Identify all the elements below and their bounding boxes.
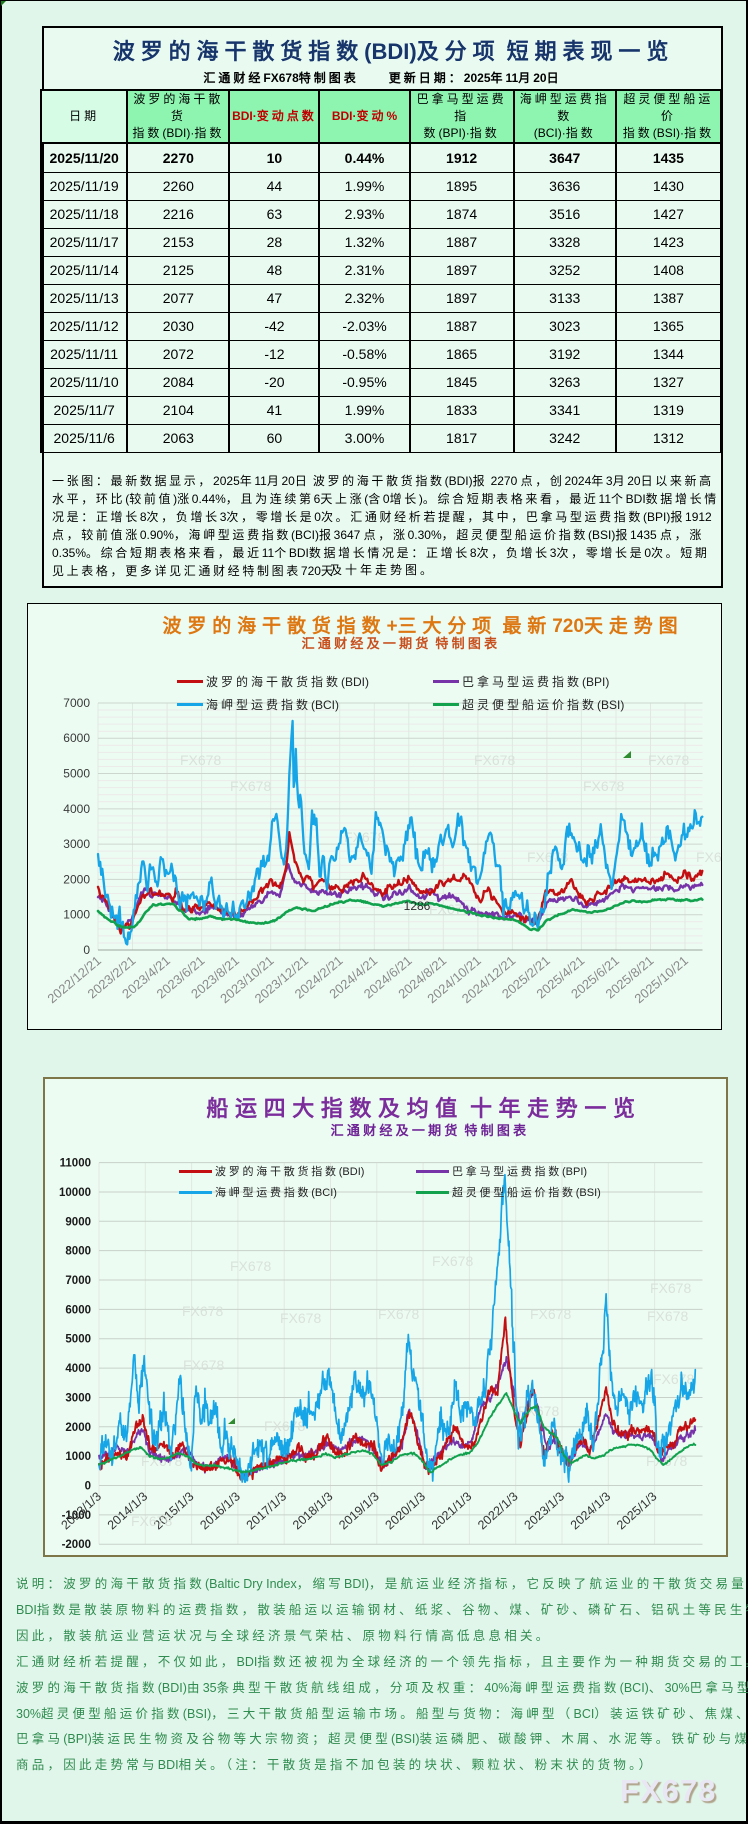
svg-text:2016/1/3: 2016/1/3 (197, 1489, 243, 1532)
svg-text:FX678: FX678 (230, 1258, 271, 1274)
svg-text:1000: 1000 (65, 1451, 91, 1463)
svg-text:FX678: FX678 (527, 849, 568, 865)
svg-text:9000: 9000 (65, 1216, 91, 1228)
svg-text:11000: 11000 (60, 1158, 91, 1170)
svg-text:0: 0 (83, 943, 90, 957)
svg-text:6000: 6000 (63, 731, 90, 745)
svg-text:2022/1/3: 2022/1/3 (475, 1489, 521, 1532)
svg-text:FX678: FX678 (432, 1253, 473, 1269)
svg-text:10000: 10000 (59, 1187, 91, 1199)
svg-text:2020/1/3: 2020/1/3 (383, 1489, 429, 1532)
svg-text:FX678: FX678 (180, 752, 221, 768)
svg-text:FX678: FX678 (183, 1357, 224, 1373)
svg-text:3000: 3000 (65, 1392, 91, 1404)
svg-text:4000: 4000 (65, 1363, 91, 1375)
svg-text:FX678: FX678 (583, 778, 624, 794)
svg-text:2024/1/3: 2024/1/3 (568, 1489, 614, 1532)
svg-text:FX678: FX678 (530, 1306, 571, 1322)
svg-text:2025/1/3: 2025/1/3 (614, 1489, 660, 1532)
svg-text:0: 0 (85, 1481, 91, 1493)
svg-text:FX678: FX678 (650, 1280, 691, 1296)
svg-text:2018/1/3: 2018/1/3 (290, 1489, 336, 1532)
svg-text:4000: 4000 (63, 802, 90, 816)
svg-text:FX678: FX678 (230, 778, 271, 794)
svg-text:FX678: FX678 (648, 752, 689, 768)
svg-text:FX678: FX678 (474, 752, 515, 768)
svg-text:FX678: FX678 (182, 1303, 223, 1319)
svg-text:7000: 7000 (63, 696, 90, 710)
svg-text:FX678: FX678 (696, 849, 722, 865)
svg-text:FX678: FX678 (653, 1371, 694, 1387)
svg-text:2017/1/3: 2017/1/3 (244, 1489, 290, 1532)
svg-text:2019/1/3: 2019/1/3 (336, 1489, 382, 1532)
svg-text:5000: 5000 (65, 1334, 91, 1346)
svg-text:2023/1/3: 2023/1/3 (521, 1489, 567, 1532)
svg-text:FX678: FX678 (647, 1308, 688, 1324)
svg-text:FX678: FX678 (344, 829, 385, 845)
svg-text:3000: 3000 (63, 837, 90, 851)
svg-text:FX678: FX678 (378, 1306, 419, 1322)
svg-text:-1000: -1000 (62, 1510, 91, 1522)
svg-text:FX678: FX678 (264, 1418, 305, 1434)
svg-text:8000: 8000 (65, 1246, 91, 1258)
svg-text:FX678: FX678 (131, 1513, 172, 1529)
svg-text:2000: 2000 (65, 1422, 91, 1434)
svg-text:7000: 7000 (65, 1275, 91, 1287)
svg-text:5000: 5000 (63, 767, 90, 781)
svg-text:6000: 6000 (65, 1304, 91, 1316)
svg-text:-2000: -2000 (62, 1539, 91, 1551)
svg-text:2000: 2000 (63, 872, 90, 886)
svg-text:1286: 1286 (404, 899, 431, 913)
svg-text:FX678: FX678 (280, 1310, 321, 1326)
svg-text:1000: 1000 (63, 908, 90, 922)
svg-text:2021/1/3: 2021/1/3 (429, 1489, 475, 1532)
